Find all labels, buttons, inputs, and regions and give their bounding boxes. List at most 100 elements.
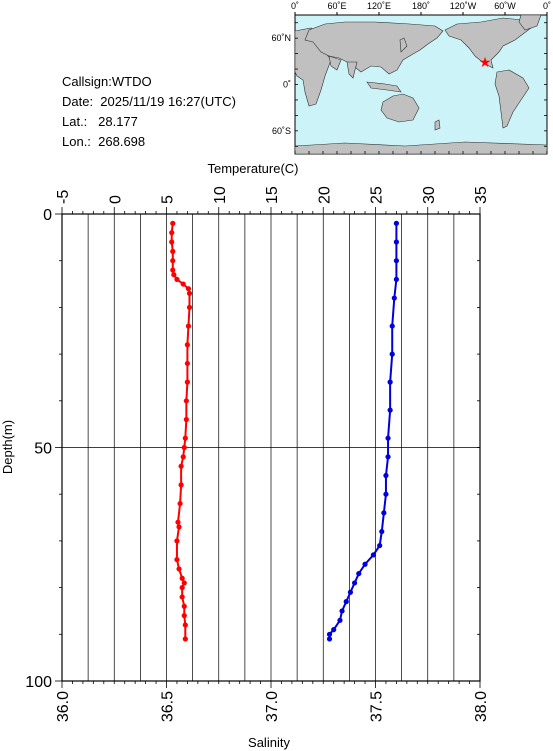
temperature-point — [179, 594, 185, 600]
salinity-point — [391, 295, 397, 301]
salinity-point — [393, 220, 399, 226]
map-lon-label: 180˚ — [412, 1, 430, 11]
temperature-point — [170, 267, 176, 273]
map-lon-label: 120˚W — [450, 1, 477, 11]
chart-grid — [61, 214, 481, 681]
map-lon-label: 60˚E — [327, 1, 346, 11]
temperature-point — [183, 416, 189, 423]
salinity-point — [352, 580, 358, 586]
temperature-point — [170, 248, 176, 254]
temperature-point — [185, 286, 192, 292]
map-lat-label: 60˚S — [272, 126, 291, 136]
temperature-point — [181, 580, 187, 586]
salinity-point — [343, 599, 349, 605]
temperature-point — [181, 613, 187, 619]
temperature-point — [174, 538, 180, 544]
salinity-series — [326, 220, 399, 642]
temperature-point — [182, 435, 188, 441]
map-tick-marks: 0˚ 60˚E 120˚E 180˚ 120˚W 60˚W 0˚ 60˚N 0˚ 60˚S — [271, 1, 551, 154]
temperature-point — [182, 622, 188, 628]
temperature-tick-label: 25 — [369, 186, 386, 204]
salinity-point — [381, 510, 387, 516]
temperature-point — [182, 636, 188, 642]
temperature-tick-label: 15 — [264, 186, 281, 204]
temperature-point — [170, 258, 176, 264]
salinity-point — [377, 542, 383, 549]
temperature-point — [175, 519, 181, 525]
temperature-series — [169, 220, 193, 642]
salinity-point — [331, 627, 337, 633]
depth-tick-label: 100 — [25, 674, 52, 691]
salinity-point — [339, 608, 345, 614]
temperature-tick-label: 35 — [473, 186, 490, 204]
salinity-point — [389, 323, 395, 329]
temperature-point — [174, 276, 180, 282]
date-label: Date: 2025/11/19 16:27(UTC) — [62, 94, 236, 109]
depth-tick-label: 0 — [43, 207, 52, 224]
temperature-tick-label: 5 — [160, 195, 177, 204]
salinity-point — [379, 528, 385, 535]
temperature-point — [174, 556, 180, 563]
temperature-point — [170, 220, 176, 226]
salinity-point — [385, 454, 391, 460]
map-lat-label: 60˚N — [271, 33, 291, 43]
temperature-point — [178, 482, 184, 488]
temperature-tick-label: 30 — [421, 186, 438, 204]
salinity-axis-label: Salinity — [248, 735, 290, 750]
temperature-point — [186, 304, 193, 310]
salinity-point — [389, 351, 395, 357]
map-lat-label: 0˚ — [283, 80, 291, 90]
salinity-point — [362, 561, 368, 567]
temperature-point — [176, 566, 182, 572]
temperature-point — [177, 500, 183, 507]
temperature-point — [185, 323, 192, 329]
salinity-point — [337, 617, 343, 623]
salinity-point — [326, 636, 333, 642]
temperature-point — [184, 379, 190, 385]
temperature-tick-label: 20 — [316, 186, 333, 204]
salinity-point — [393, 276, 399, 282]
callsign-label: Callsign:WTDO — [62, 74, 152, 89]
temperature-tick-label: 10 — [212, 186, 229, 204]
axis-ticks — [55, 207, 481, 688]
temperature-tick-label: -5 — [55, 190, 72, 204]
profile-chart: -5 0 5 10 15 20 25 30 35 36.0 36.5 37.0 37.5 38.0 05… — [0, 161, 490, 750]
temperature-point — [180, 281, 186, 287]
salinity-point — [370, 552, 377, 558]
map-land — [294, 14, 548, 155]
salinity-tick-label: 38.0 — [473, 691, 490, 722]
temperature-axis-label: Temperature(C) — [207, 161, 298, 176]
temperature-point — [184, 342, 190, 348]
salinity-point — [383, 472, 389, 479]
temperature-point — [181, 603, 187, 609]
salinity-line — [328, 223, 398, 639]
depth-axis-label: Depth(m) — [0, 420, 15, 474]
salinity-point — [383, 491, 389, 497]
temperature-point — [169, 230, 175, 236]
salinity-point — [393, 239, 399, 245]
temperature-point — [181, 444, 187, 451]
salinity-point — [385, 435, 391, 441]
longitude-label: Lon.: 268.698 — [62, 134, 146, 149]
temperature-point — [184, 360, 190, 367]
salinity-point — [387, 379, 393, 385]
temperature-point — [169, 239, 175, 245]
temperature-point — [176, 524, 182, 530]
salinity-point — [393, 258, 399, 264]
world-map: 0˚ 60˚E 120˚E 180˚ 120˚W 60˚W 0˚ 60˚N 0˚ 60˚S ★ — [271, 1, 551, 155]
salinity-point — [387, 407, 393, 413]
temperature-point — [186, 290, 193, 296]
salinity-tick-labels: 36.0 36.5 37.0 37.5 38.0 — [55, 691, 490, 722]
map-lon-label: 120˚E — [367, 1, 391, 11]
temperature-tick-labels: -5 0 5 10 15 20 25 30 35 — [55, 186, 490, 204]
map-lon-label: 60˚W — [494, 1, 516, 11]
map-lon-label: 0˚ — [543, 1, 551, 11]
map-lon-label: 0˚ — [291, 1, 299, 11]
depth-tick-labels: 0 50 100 — [25, 207, 52, 691]
depth-tick-label: 50 — [34, 441, 52, 458]
salinity-point — [356, 570, 362, 577]
temperature-point — [179, 585, 185, 591]
salinity-point — [326, 631, 333, 637]
salinity-tick-label: 37.0 — [264, 691, 281, 722]
salinity-tick-label: 37.5 — [369, 691, 386, 722]
